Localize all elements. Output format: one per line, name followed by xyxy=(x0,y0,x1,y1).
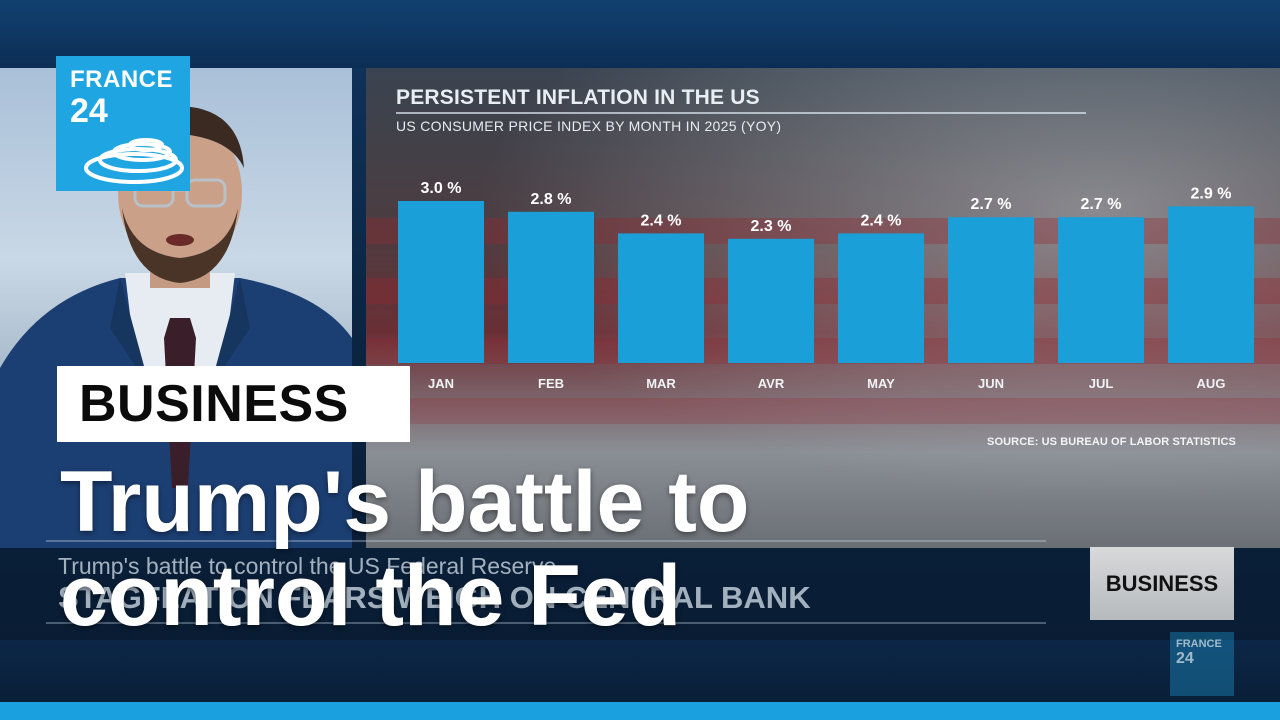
chart-title: PERSISTENT INFLATION IN THE US xyxy=(396,86,760,109)
watermark-text-france: FRANCE xyxy=(1176,638,1222,650)
top-band xyxy=(0,0,1280,68)
flag-stripe xyxy=(366,398,1280,424)
bar-avr xyxy=(728,238,814,363)
chart-source: SOURCE: US BUREAU OF LABOR STATISTICS xyxy=(987,436,1236,448)
x-tick-label: MAR xyxy=(646,376,676,391)
x-tick-label: JUL xyxy=(1089,376,1114,391)
chart-subtitle: US CONSUMER PRICE INDEX BY MONTH IN 2025… xyxy=(396,118,782,134)
side-category-badge: BUSINESS xyxy=(1090,547,1234,620)
bar-may xyxy=(838,233,924,363)
category-label-box: BUSINESS xyxy=(57,366,410,442)
bar-chart: 3.0 % JAN 2.8 % FEB 2.4 % MAR 2.3 % AVR 2.4 % MAY… xyxy=(398,180,1254,391)
data-label: 2.7 % xyxy=(1081,196,1122,213)
x-tick-label: JUN xyxy=(978,376,1004,391)
x-tick-label: AVR xyxy=(758,376,785,391)
bar-jan xyxy=(398,201,484,363)
headline-title: Trump's battle to control the Fed xyxy=(60,454,750,644)
watermark-text-24: 24 xyxy=(1176,650,1194,667)
ticker-rule xyxy=(46,622,1046,624)
side-badge-label: BUSINESS xyxy=(1105,570,1219,596)
logo-text-24: 24 xyxy=(70,92,108,130)
data-label: 2.7 % xyxy=(971,196,1012,213)
bar-aug xyxy=(1168,206,1254,363)
ticker-subtitle: Trump's battle to control the US Federal… xyxy=(58,553,557,579)
bar-mar xyxy=(618,233,704,363)
title-rule xyxy=(396,112,1086,114)
category-label: BUSINESS xyxy=(79,375,349,433)
ticker-rule xyxy=(46,540,1046,542)
france24-logo: FRANCE 24 xyxy=(56,56,190,191)
logo-swirl-icon xyxy=(84,138,184,184)
bar-jul xyxy=(1058,217,1144,363)
x-tick-label: MAY xyxy=(867,376,895,391)
x-tick-label: JAN xyxy=(428,376,454,391)
bar-jun xyxy=(948,217,1034,363)
data-label: 2.4 % xyxy=(861,212,902,229)
data-label: 2.4 % xyxy=(641,212,682,229)
data-label: 2.9 % xyxy=(1191,185,1232,202)
data-label: 2.3 % xyxy=(751,218,792,235)
chart-panel: PERSISTENT INFLATION IN THE US US CONSUM… xyxy=(366,68,1280,548)
data-label: 2.8 % xyxy=(531,191,572,208)
france24-logo-watermark: FRANCE 24 xyxy=(1170,632,1234,696)
logo-text-france: FRANCE xyxy=(70,66,173,93)
x-tick-label: FEB xyxy=(538,376,564,391)
data-label: 3.0 % xyxy=(421,180,462,197)
x-tick-label: AUG xyxy=(1197,376,1226,391)
ticker-headline: STAGFLATION FEARS WEIGH ON CENTRAL BANK xyxy=(58,580,811,615)
bottom-band xyxy=(0,640,1280,702)
bottom-accent-bar xyxy=(0,702,1280,720)
bar-feb xyxy=(508,211,594,363)
